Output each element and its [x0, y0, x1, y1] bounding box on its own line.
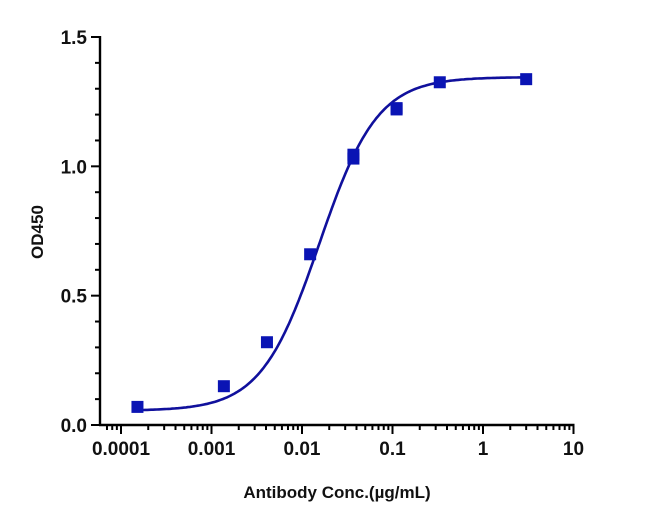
data-point-marker: [260, 336, 273, 349]
x-tick-label: 1: [478, 439, 489, 460]
data-point-marker: [433, 76, 446, 89]
y-tick-label: 1.0: [61, 157, 87, 178]
data-point-marker: [131, 400, 144, 413]
x-tick-label: 0.0001: [92, 439, 151, 460]
y-tick-label: 0.0: [61, 416, 87, 437]
data-point-marker: [390, 102, 403, 115]
x-axis: 0.0001 0.001 0.01 0.1 1 10: [92, 423, 584, 460]
data-point-marker: [520, 73, 533, 86]
x-tick-label: 10: [563, 439, 584, 460]
x-tick-label: 0.1: [379, 439, 406, 460]
y-tick-label: 1.5: [61, 28, 88, 49]
data-point-marker: [347, 148, 360, 161]
y-axis-title: OD450: [28, 205, 47, 259]
data-points: [131, 73, 533, 413]
y-tick-label: 0.5: [61, 287, 88, 308]
data-point-marker: [304, 248, 317, 261]
data-point-marker: [217, 380, 230, 393]
y-axis: 0.0 0.5 1.0 1.5: [61, 28, 102, 437]
x-axis-title: Antibody Conc.(µg/mL): [243, 483, 430, 502]
x-tick-label: 0.001: [188, 439, 236, 460]
fit-curve: [137, 76, 527, 412]
x-tick-label: 0.01: [284, 439, 321, 460]
